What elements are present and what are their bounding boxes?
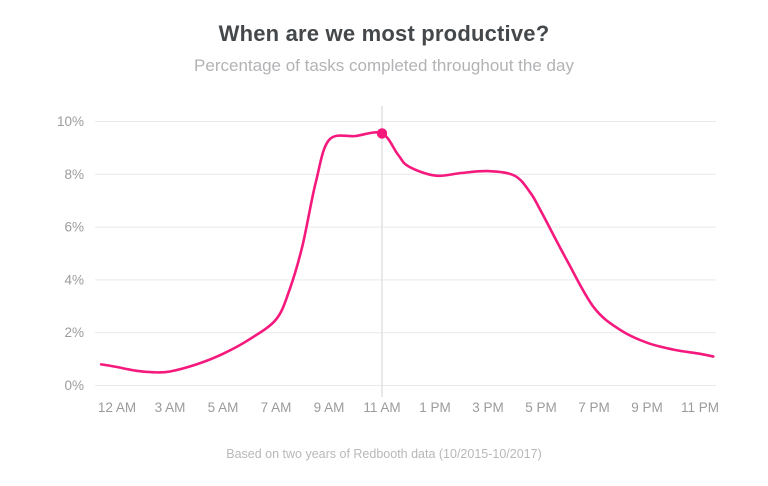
productivity-line [99,131,715,374]
x-axis-label: 5 AM [208,400,239,415]
y-axis-label: 8% [64,167,84,182]
x-axis-label: 11 AM [363,400,400,415]
y-axis-label: 10% [57,114,84,129]
x-axis-label: 7 PM [578,400,610,415]
chart-title: When are we most productive? [218,21,550,46]
chart-footnote: Based on two years of Redbooth data (10/… [226,447,542,461]
x-axis-label: 12 AM [98,400,136,415]
y-axis-label: 2% [64,325,84,340]
x-axis-label: 11 PM [681,400,719,415]
chart-subtitle: Percentage of tasks completed throughout… [194,56,574,75]
x-axis-label: 9 AM [314,400,345,415]
x-axis-label: 1 PM [419,400,451,415]
x-axis-label: 5 PM [525,400,557,415]
x-axis-label: 7 AM [261,400,292,415]
y-axis-label: 0% [64,378,84,393]
x-axis-label: 3 AM [155,400,186,415]
x-axis-label: 9 PM [631,400,663,415]
y-axis-label: 4% [64,272,84,287]
y-axis-label: 6% [64,220,84,235]
peak-point-dot [376,128,388,139]
x-axis-label: 3 PM [472,400,504,415]
